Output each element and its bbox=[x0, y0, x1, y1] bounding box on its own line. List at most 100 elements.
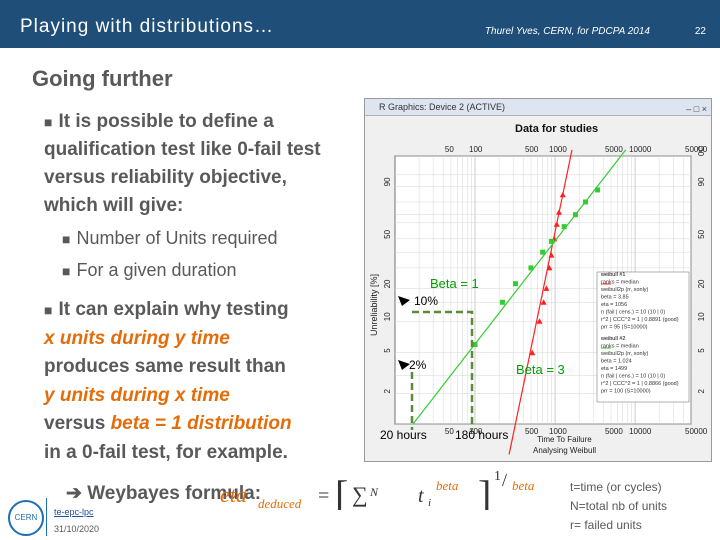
data-point-series-2 bbox=[499, 299, 505, 305]
legend-line: weibull #1 bbox=[600, 272, 625, 278]
sub-bullet-2: ■ For a given duration bbox=[62, 260, 237, 281]
variable-notes: t=time (or cycles) N=total nb of units r… bbox=[570, 478, 667, 535]
data-point-series-1 bbox=[559, 191, 566, 198]
data-point-series-2 bbox=[548, 238, 554, 244]
data-point-series-2 bbox=[528, 265, 534, 271]
weybayes-formula: eta deduced = [ ∑ N t i beta ] 1 / beta bbox=[220, 469, 535, 510]
bullet-2-beta: beta = 1 distribution bbox=[110, 413, 292, 434]
data-point-series-2 bbox=[561, 224, 567, 230]
tick-label-bottom: 100 bbox=[469, 427, 483, 436]
tick-label-right: 0C bbox=[697, 146, 706, 156]
tick-label-right: 5 bbox=[697, 348, 706, 353]
data-point-series-2 bbox=[540, 249, 546, 255]
arrow-right-icon: ➔ bbox=[66, 483, 82, 504]
tick-label-bottom: 500 bbox=[525, 427, 539, 436]
bullet-square-icon: ■ bbox=[44, 114, 53, 130]
tick-label-left: 90 bbox=[383, 177, 392, 186]
sub-bullet-1-text: Number of Units required bbox=[76, 228, 278, 248]
legend-line: n (fail | cens.) = 10 (10 | 0) bbox=[601, 374, 665, 380]
window-controls[interactable]: – □ × bbox=[686, 104, 707, 114]
legend-line: weibull2p (rr, xonly) bbox=[600, 287, 649, 293]
legend-line: eta = 1056 bbox=[601, 302, 627, 308]
sub-bullet-2-text: For a given duration bbox=[76, 260, 237, 280]
note-n: N=total nb of units bbox=[570, 499, 668, 513]
legend-line: prr = 95 (S=10000) bbox=[601, 325, 648, 331]
footer-date: 31/10/2020 bbox=[54, 524, 100, 534]
chart-title: Data for studies bbox=[515, 123, 598, 135]
bullet-square-icon: ■ bbox=[62, 263, 71, 279]
tick-label-top: 500 bbox=[525, 145, 539, 154]
tick-label-top: 50 bbox=[445, 145, 454, 154]
section-heading: Going further bbox=[32, 66, 173, 91]
formula-sum-upper: N bbox=[369, 485, 379, 499]
data-point-series-1 bbox=[540, 299, 547, 305]
bullet-1-text: It is possible to define a qualification… bbox=[44, 111, 321, 216]
formula-t: t bbox=[418, 485, 424, 507]
data-point-series-1 bbox=[548, 252, 555, 258]
formula-bracket-left: [ bbox=[335, 472, 348, 510]
data-point-series-1 bbox=[553, 221, 560, 227]
annotation-2pct: 2% bbox=[409, 358, 427, 372]
bullet-2-part2: produces same result than bbox=[44, 356, 286, 377]
window-title: R Graphics: Device 2 (ACTIVE) bbox=[379, 102, 506, 112]
tick-label-bottom: 10000 bbox=[629, 427, 652, 436]
legend-line: beta = 1.024 bbox=[601, 359, 632, 365]
data-point-series-1 bbox=[546, 264, 553, 271]
bullet-2: ■ It can explain why testing x units duri… bbox=[44, 296, 364, 467]
slide-number: 22 bbox=[694, 26, 706, 37]
formula-bracket-right: ] bbox=[478, 472, 491, 510]
data-point-series-1 bbox=[555, 209, 562, 215]
legend-line: n (fail | cens.) = 10 (10 | 0) bbox=[601, 310, 665, 316]
legend-line: r^2 | CCC^2 = 1 | 0.8891 (good) bbox=[601, 317, 679, 323]
legend-line: ranks = median bbox=[601, 344, 639, 350]
formula-lead-text: Weybayes formula: bbox=[87, 483, 262, 504]
tick-label-bottom: 50000 bbox=[685, 427, 708, 436]
legend-line: prr = 100 (S=10000) bbox=[601, 389, 651, 395]
bullet-2-part3: in a 0-fail test, for example. bbox=[44, 441, 288, 463]
weibull-plot: Data for studies 50 100 500 1000 5000 10000 50… bbox=[365, 116, 711, 461]
formula-exp-num: 1 bbox=[494, 469, 501, 484]
slide-title: Playing with distributions… bbox=[20, 16, 275, 37]
sub-bullet-1: ■ Number of Units required bbox=[62, 228, 278, 249]
formula-subscript: deduced bbox=[258, 496, 302, 510]
footer-link[interactable]: te-epc-lpc bbox=[54, 507, 94, 517]
formula-equals: = bbox=[318, 485, 329, 507]
tick-label-top: 100 bbox=[469, 145, 483, 154]
annotation-180hours: 180 hours bbox=[455, 428, 509, 442]
tick-label-top: 50000 bbox=[685, 145, 708, 154]
bullet-1: ■ It is possible to define a qualificatio… bbox=[44, 108, 344, 220]
tick-label-left: 5 bbox=[383, 348, 392, 353]
note-t: t=time (or cycles) bbox=[570, 480, 662, 494]
x-axis-label-2: Analysing Weibull bbox=[533, 446, 596, 455]
tick-label-right: 2 bbox=[697, 388, 706, 393]
legend-line: weibull #2 bbox=[600, 336, 625, 342]
legend-line: r^2 | CCC^2 = 1 | 0.8866 (good) bbox=[601, 381, 679, 387]
note-r: r= failed units bbox=[570, 518, 642, 532]
bullet-square-icon: ■ bbox=[62, 231, 71, 247]
bullet-square-icon: ■ bbox=[44, 302, 53, 318]
formula-eta: eta bbox=[220, 482, 247, 507]
data-point-series-1 bbox=[536, 318, 543, 324]
tick-label-bottom: 5000 bbox=[605, 427, 623, 436]
annotation-beta3: Beta = 3 bbox=[516, 362, 565, 377]
data-point-series-2 bbox=[595, 187, 601, 193]
annotation-beta1: Beta = 1 bbox=[430, 276, 479, 291]
tick-label-right: 10 bbox=[697, 312, 706, 321]
r-graphics-window[interactable]: R Graphics: Device 2 (ACTIVE) – □ × Data… bbox=[364, 98, 712, 462]
tick-label-left: 10 bbox=[383, 312, 392, 321]
legend-line: beta = 3.85 bbox=[601, 295, 629, 301]
annotation-20hours: 20 hours bbox=[380, 428, 427, 442]
bullet-2-x-units: x units during y time bbox=[44, 327, 230, 349]
legend-line: ranks = median bbox=[601, 280, 639, 286]
data-point-series-2 bbox=[582, 199, 588, 205]
window-titlebar[interactable]: R Graphics: Device 2 (ACTIVE) – □ × bbox=[365, 99, 711, 116]
data-series bbox=[412, 149, 627, 455]
formula-exp-slash: / bbox=[502, 470, 507, 490]
formula-beta-exp: beta bbox=[436, 478, 459, 493]
footer-divider bbox=[46, 498, 47, 536]
data-point-series-2 bbox=[512, 281, 518, 287]
formula-exp-den: beta bbox=[512, 478, 535, 493]
bullet-2-part1: It can explain why testing bbox=[58, 299, 289, 320]
data-point-series-2 bbox=[472, 342, 478, 348]
